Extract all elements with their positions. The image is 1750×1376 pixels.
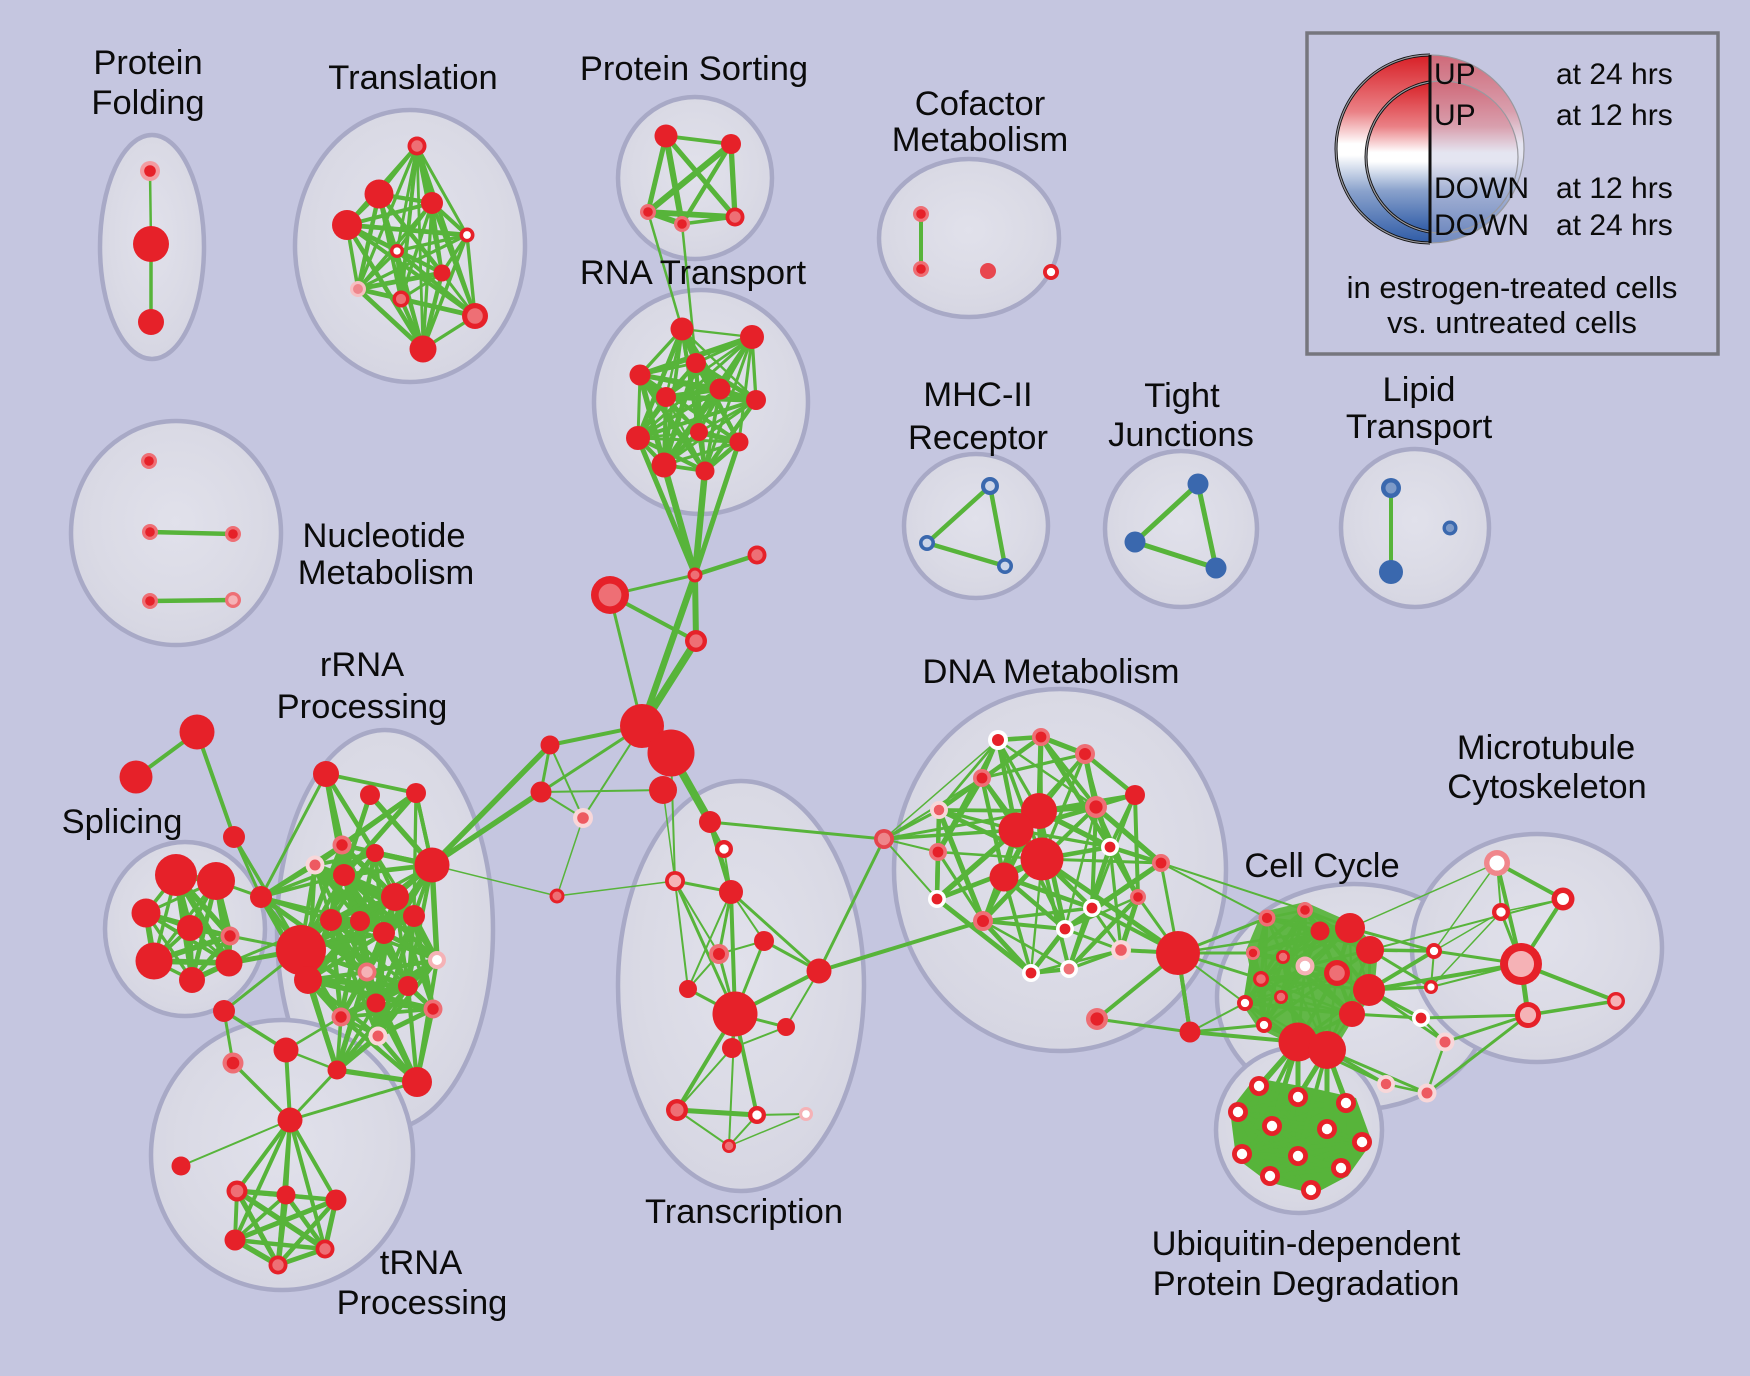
svg-text:RNA Transport: RNA Transport [580,254,807,292]
svg-text:Metabolism: Metabolism [298,554,474,592]
svg-text:Protein Sorting: Protein Sorting [580,50,808,88]
svg-text:at 24 hrs: at 24 hrs [1556,58,1673,91]
svg-text:Tight: Tight [1144,377,1220,415]
svg-text:Ubiquitin-dependent: Ubiquitin-dependent [1152,1225,1461,1263]
svg-text:at 24 hrs: at 24 hrs [1556,209,1673,242]
svg-text:Transport: Transport [1346,408,1493,446]
svg-text:Folding: Folding [91,84,204,122]
svg-text:Processing: Processing [277,688,448,726]
svg-text:rRNA: rRNA [320,646,404,684]
svg-text:UP: UP [1434,99,1476,132]
svg-text:Nucleotide: Nucleotide [302,517,465,555]
svg-text:Protein: Protein [93,44,202,82]
svg-text:Protein Degradation: Protein Degradation [1153,1265,1460,1303]
svg-text:in estrogen-treated cells: in estrogen-treated cells [1347,270,1678,305]
svg-text:DOWN: DOWN [1434,172,1529,205]
svg-text:tRNA: tRNA [380,1244,462,1282]
svg-text:DOWN: DOWN [1434,209,1529,242]
svg-text:MHC-II: MHC-II [923,376,1032,414]
svg-text:Receptor: Receptor [908,419,1048,457]
svg-text:at 12 hrs: at 12 hrs [1556,172,1673,205]
svg-text:Cell Cycle: Cell Cycle [1244,847,1399,885]
svg-text:Processing: Processing [337,1284,508,1322]
svg-text:Cofactor: Cofactor [915,85,1045,123]
svg-text:at 12 hrs: at 12 hrs [1556,99,1673,132]
svg-text:vs. untreated cells: vs. untreated cells [1387,305,1637,340]
svg-text:Lipid: Lipid [1383,371,1456,409]
svg-text:Junctions: Junctions [1108,416,1254,454]
svg-text:UP: UP [1434,58,1476,91]
svg-text:Metabolism: Metabolism [892,121,1068,159]
svg-text:Translation: Translation [328,59,497,97]
svg-text:DNA Metabolism: DNA Metabolism [923,653,1180,691]
svg-text:Microtubule: Microtubule [1457,729,1635,767]
svg-text:Cytoskeleton: Cytoskeleton [1447,768,1646,806]
svg-text:Transcription: Transcription [645,1193,843,1231]
svg-text:Splicing: Splicing [62,803,183,841]
